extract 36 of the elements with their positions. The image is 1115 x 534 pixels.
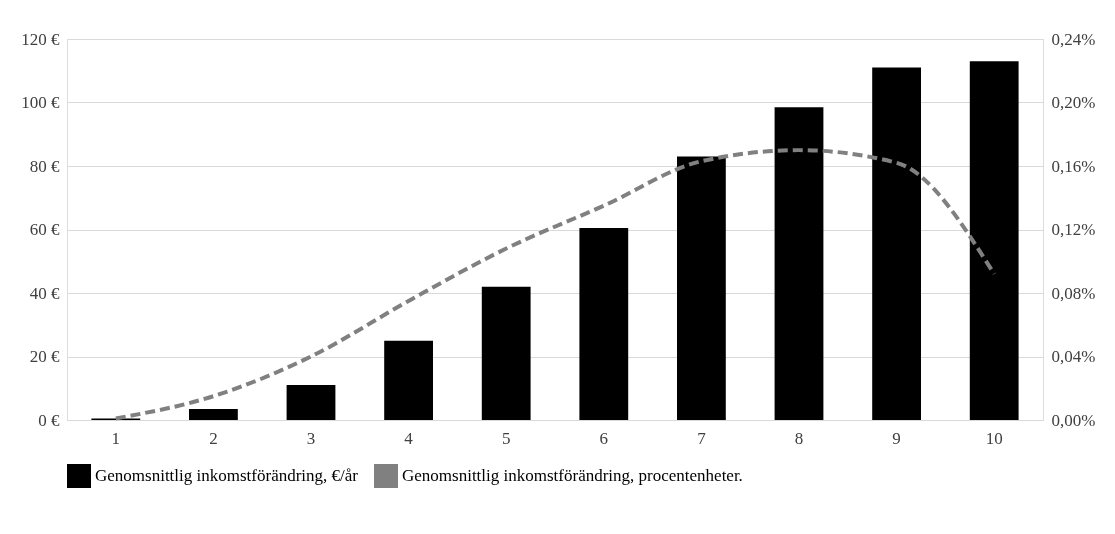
y2-tick-label: 0,24% (1051, 29, 1096, 49)
x-tick-label: 5 (501, 428, 511, 448)
x-tick-label: 3 (306, 428, 316, 448)
bar (481, 286, 531, 420)
y-tick-label: 0 € (38, 410, 60, 430)
y-tick-label: 60 € (29, 220, 60, 239)
y-tick-label: 40 € (29, 283, 60, 303)
x-tick-label: 10 (985, 428, 1003, 448)
bar (677, 156, 726, 420)
bar (189, 408, 238, 420)
bar (774, 107, 824, 420)
line-series (113, 148, 997, 421)
x-tick-label: 6 (599, 428, 609, 448)
bar (579, 227, 629, 420)
y2-tick-label: 0,04% (1051, 347, 1096, 366)
y-tick-label: 80 € (29, 156, 60, 176)
y2-tick-label: 0,00% (1051, 410, 1096, 430)
x-tick-label: 4 (404, 428, 414, 448)
y2-tick-label: 0,08% (1051, 283, 1096, 303)
x-tick-label: 9 (892, 428, 901, 448)
y-tick-label: 20 € (29, 347, 60, 366)
y-tick-label: 120 € (21, 29, 60, 49)
bar (286, 385, 336, 420)
x-tick-label: 8 (794, 428, 804, 448)
bar (872, 67, 921, 420)
x-tick-label: 7 (697, 428, 707, 448)
y2-tick-label: 0,20% (1051, 93, 1096, 112)
bar (384, 340, 433, 420)
legend-label: Genomsnittlig inkomstförändring, €/år (95, 466, 359, 485)
y-tick-label: 100 € (21, 93, 60, 112)
x-tick-label: 1 (111, 428, 121, 448)
y2-tick-label: 0,12% (1051, 220, 1096, 239)
x-tick-label: 2 (209, 428, 218, 448)
bar (969, 61, 1019, 420)
y2-tick-label: 0,16% (1051, 156, 1096, 176)
legend-label: Genomsnittlig inkomstförändring, procentenheter. (402, 466, 743, 485)
